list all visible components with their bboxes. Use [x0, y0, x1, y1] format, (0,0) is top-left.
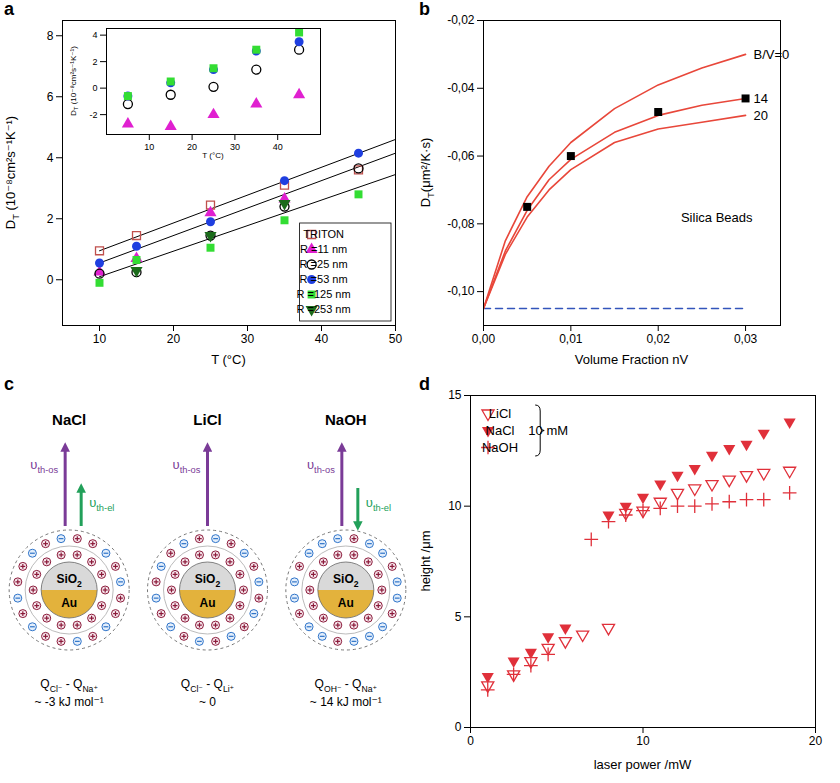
svg-text:8: 8: [47, 29, 54, 43]
svg-text:-2: -2: [89, 110, 97, 120]
svg-text:Au: Au: [61, 596, 77, 610]
svg-text:υth-os: υth-os: [307, 457, 335, 475]
html-text:a: a: [4, 0, 14, 19]
svg-text:40: 40: [315, 332, 329, 346]
svg-text:Silica Beads: Silica Beads: [681, 210, 753, 225]
svg-text:-0,02: -0,02: [447, 13, 475, 27]
svg-text:R =53 nm: R =53 nm: [300, 273, 348, 285]
svg-text:DT(μm²/K·s): DT(μm²/K·s): [418, 138, 436, 208]
svg-text:40: 40: [273, 142, 283, 152]
svg-text:~ -3 kJ mol⁻¹: ~ -3 kJ mol⁻¹: [34, 695, 103, 709]
svg-text:30: 30: [241, 332, 255, 346]
svg-text:5: 5: [455, 610, 462, 624]
svg-text:0,00: 0,00: [472, 332, 496, 346]
svg-text:30: 30: [230, 142, 240, 152]
svg-text:SiO2: SiO2: [333, 572, 359, 589]
svg-text:0: 0: [47, 273, 54, 287]
svg-text:10: 10: [144, 142, 154, 152]
svg-text:QCl⁻ - QLi⁺: QCl⁻ - QLi⁺: [181, 677, 234, 694]
svg-text:DT (10⁻⁸cm²s⁻¹K⁻¹): DT (10⁻⁸cm²s⁻¹K⁻¹): [69, 46, 79, 116]
svg-text:4: 4: [92, 30, 97, 40]
svg-text:υth-os: υth-os: [173, 457, 201, 475]
svg-text:QCl⁻ - QNa⁺: QCl⁻ - QNa⁺: [40, 677, 98, 694]
svg-text:15: 15: [448, 388, 462, 402]
svg-text:R =25 nm: R =25 nm: [300, 258, 348, 270]
svg-text:LiCl: LiCl: [193, 411, 221, 428]
svg-text:-0,06: -0,06: [447, 149, 475, 163]
svg-text:R =253 nm: R =253 nm: [297, 303, 351, 315]
svg-text:0,01: 0,01: [559, 332, 583, 346]
svg-text:0: 0: [467, 734, 474, 748]
html-text:b: b: [419, 0, 430, 19]
svg-text:Volume Fraction nV: Volume Fraction nV: [575, 352, 689, 367]
svg-text:υth-el: υth-el: [89, 495, 114, 513]
svg-text:50: 50: [389, 332, 403, 346]
svg-text:20: 20: [754, 108, 768, 123]
svg-text:NaOH: NaOH: [325, 411, 367, 428]
svg-text:0,03: 0,03: [734, 332, 758, 346]
svg-text:2: 2: [92, 57, 97, 67]
svg-text:T (°C): T (°C): [211, 352, 246, 367]
svg-text:~ 14 kJ mol⁻¹: ~ 14 kJ mol⁻¹: [310, 695, 382, 709]
svg-text:2: 2: [47, 212, 54, 226]
svg-text:SiO2: SiO2: [56, 572, 82, 589]
svg-text:20: 20: [167, 332, 181, 346]
svg-text:-0,08: -0,08: [447, 217, 475, 231]
svg-text:NaCl: NaCl: [486, 423, 515, 438]
svg-text:~ 0: ~ 0: [199, 695, 216, 709]
svg-text:Au: Au: [338, 596, 354, 610]
svg-text:10: 10: [636, 734, 650, 748]
svg-text:0: 0: [455, 720, 462, 734]
svg-text:4: 4: [47, 151, 54, 165]
svg-text:NaOH: NaOH: [482, 440, 518, 455]
svg-text:14: 14: [754, 91, 768, 106]
svg-text:-0,04: -0,04: [447, 81, 475, 95]
svg-text:NaCl: NaCl: [52, 411, 86, 428]
svg-text:LiCl: LiCl: [489, 406, 512, 421]
svg-text:0: 0: [92, 83, 97, 93]
svg-text:T (°C): T (°C): [202, 151, 224, 160]
svg-text:R =125 nm: R =125 nm: [297, 288, 351, 300]
svg-text:SiO2: SiO2: [195, 572, 221, 589]
svg-text:20: 20: [809, 734, 823, 748]
html-text:c: c: [4, 374, 14, 394]
svg-text:R =11 nm: R =11 nm: [300, 243, 347, 255]
svg-text:0,02: 0,02: [647, 332, 671, 346]
svg-text:υth-os: υth-os: [30, 457, 58, 475]
svg-text:10 mM: 10 mM: [528, 423, 568, 438]
svg-text:TRITON: TRITON: [303, 228, 344, 240]
svg-text:Au: Au: [200, 596, 216, 610]
svg-text:laser power /mW: laser power /mW: [594, 757, 692, 772]
svg-text:6: 6: [47, 90, 54, 104]
svg-text:-0,10: -0,10: [447, 284, 475, 298]
svg-text:height /μm: height /μm: [418, 531, 433, 592]
svg-text:DT (10⁻⁸cm²s⁻¹K⁻¹): DT (10⁻⁸cm²s⁻¹K⁻¹): [3, 116, 21, 229]
html-text:d: d: [419, 374, 430, 394]
svg-text:υth-el: υth-el: [366, 495, 391, 513]
svg-text:10: 10: [93, 332, 107, 346]
svg-text:B/V=0: B/V=0: [754, 47, 790, 62]
svg-text:10: 10: [448, 499, 462, 513]
svg-text:20: 20: [187, 142, 197, 152]
svg-text:QOH⁻ - QNa⁺: QOH⁻ - QNa⁺: [315, 677, 377, 694]
